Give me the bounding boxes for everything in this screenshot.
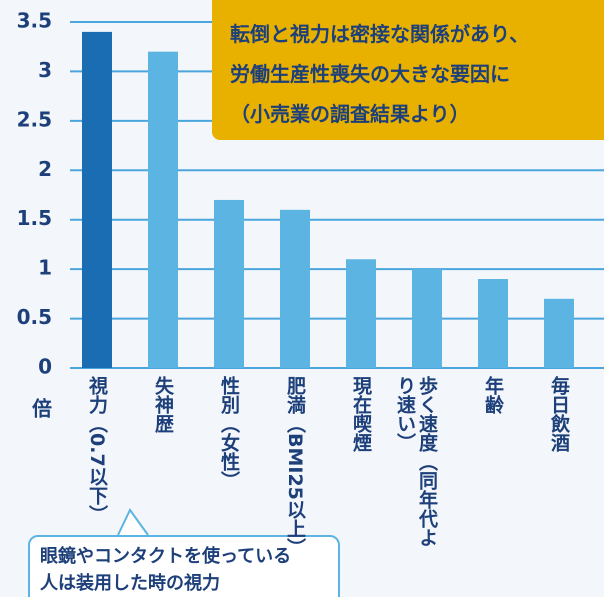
callout-line: 眼鏡やコンタクトを使っている (40, 546, 292, 567)
y-tick-label: 0 (38, 355, 52, 379)
bar (214, 199, 244, 368)
y-tick-label: 2.5 (17, 107, 52, 131)
x-tick-label: 性別（女性） (218, 376, 240, 490)
y-tick-label: 2 (38, 157, 52, 181)
x-tick-label: 失神歴 (152, 376, 174, 433)
y-unit: 倍 (32, 397, 52, 421)
y-tick-label: 0.5 (17, 305, 52, 329)
bar (478, 279, 508, 368)
annotation-line: 転倒と視力は密接な関係があり、 (230, 22, 530, 46)
x-tick-label: 年齢 (482, 376, 504, 414)
bar (280, 209, 310, 368)
x-tick-label: 歩く速度（同年代より速い） (394, 376, 438, 547)
bar (412, 269, 442, 368)
x-tick-label: 毎日飲酒 (548, 376, 570, 452)
annotation-line: 労働生産性喪失の大きな要因に (230, 62, 510, 86)
bar (346, 259, 376, 368)
callout-tail (117, 508, 149, 536)
x-tick-label: 視力（0.7以下） (86, 376, 108, 524)
annotation-line: （小売業の調査結果より） (230, 102, 470, 126)
y-tick-label: 3.5 (17, 9, 52, 33)
callout: 眼鏡やコンタクトを使っている 人は装用した時の視力 (28, 535, 340, 597)
bar (82, 31, 112, 369)
y-tick-label: 1.5 (17, 206, 52, 230)
callout-line: 人は装用した時の視力 (40, 573, 220, 594)
x-tick-label: 肥満（BMI25以上） (284, 376, 306, 557)
y-tick-label: 1 (38, 256, 52, 280)
y-tick-label: 3 (38, 58, 52, 82)
bar (148, 51, 178, 369)
x-tick-label: 現在喫煙 (350, 376, 372, 452)
annotation: 転倒と視力は密接な関係があり、 労働生産性喪失の大きな要因に （小売業の調査結果… (212, 0, 604, 140)
bar (544, 298, 574, 368)
